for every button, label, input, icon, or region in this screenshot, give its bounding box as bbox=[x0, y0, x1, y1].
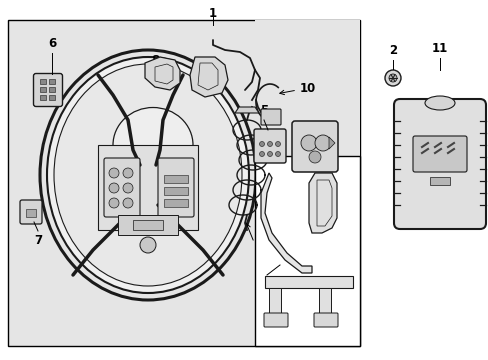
Circle shape bbox=[384, 70, 400, 86]
Text: 8: 8 bbox=[147, 54, 159, 72]
Bar bbox=[163, 175, 187, 183]
Polygon shape bbox=[308, 173, 336, 233]
FancyBboxPatch shape bbox=[393, 99, 485, 229]
Bar bbox=[318, 288, 330, 316]
FancyBboxPatch shape bbox=[264, 313, 287, 327]
Circle shape bbox=[314, 135, 330, 151]
Circle shape bbox=[259, 152, 264, 157]
FancyBboxPatch shape bbox=[34, 73, 62, 107]
Polygon shape bbox=[261, 173, 311, 273]
Bar bbox=[133, 220, 163, 230]
Bar bbox=[40, 87, 46, 92]
Circle shape bbox=[123, 183, 133, 193]
Bar bbox=[40, 79, 46, 84]
Circle shape bbox=[267, 141, 272, 147]
Text: 2: 2 bbox=[388, 44, 396, 57]
Text: 9: 9 bbox=[254, 269, 263, 282]
FancyBboxPatch shape bbox=[313, 313, 337, 327]
Circle shape bbox=[275, 141, 280, 147]
FancyBboxPatch shape bbox=[158, 158, 194, 217]
Text: 4: 4 bbox=[298, 135, 324, 149]
Text: 11: 11 bbox=[431, 42, 447, 55]
Bar bbox=[429, 177, 449, 185]
Circle shape bbox=[308, 151, 320, 163]
FancyBboxPatch shape bbox=[412, 136, 466, 172]
Polygon shape bbox=[235, 107, 259, 113]
Text: 7: 7 bbox=[34, 234, 42, 247]
Bar bbox=[163, 187, 187, 195]
FancyBboxPatch shape bbox=[253, 129, 285, 163]
Polygon shape bbox=[145, 57, 180, 90]
Ellipse shape bbox=[113, 108, 193, 183]
Bar bbox=[98, 145, 198, 230]
Circle shape bbox=[275, 152, 280, 157]
Bar bbox=[118, 215, 178, 235]
Bar bbox=[254, 156, 359, 346]
Circle shape bbox=[109, 183, 119, 193]
Bar bbox=[26, 209, 36, 217]
FancyBboxPatch shape bbox=[20, 200, 42, 224]
FancyBboxPatch shape bbox=[104, 158, 140, 217]
Circle shape bbox=[109, 198, 119, 208]
Polygon shape bbox=[328, 137, 334, 149]
Circle shape bbox=[123, 168, 133, 178]
FancyBboxPatch shape bbox=[291, 121, 337, 172]
Text: 10: 10 bbox=[279, 81, 315, 95]
Circle shape bbox=[123, 198, 133, 208]
Bar bbox=[8, 20, 359, 346]
Bar bbox=[49, 95, 55, 100]
Circle shape bbox=[259, 141, 264, 147]
Bar bbox=[268, 288, 281, 316]
Bar bbox=[49, 79, 55, 84]
Bar bbox=[40, 95, 46, 100]
Circle shape bbox=[109, 168, 119, 178]
Text: 6: 6 bbox=[48, 37, 56, 50]
Circle shape bbox=[267, 152, 272, 157]
Ellipse shape bbox=[47, 57, 248, 293]
Ellipse shape bbox=[54, 64, 242, 286]
Bar bbox=[254, 20, 359, 346]
Text: 3: 3 bbox=[245, 224, 262, 258]
Bar bbox=[49, 87, 55, 92]
Circle shape bbox=[388, 74, 396, 82]
FancyBboxPatch shape bbox=[261, 109, 281, 125]
Bar bbox=[264, 276, 352, 288]
Text: 5: 5 bbox=[259, 104, 267, 117]
Circle shape bbox=[301, 135, 316, 151]
Text: 1: 1 bbox=[208, 7, 217, 20]
Polygon shape bbox=[190, 57, 227, 97]
Circle shape bbox=[140, 237, 156, 253]
Ellipse shape bbox=[424, 96, 454, 110]
Bar bbox=[163, 199, 187, 207]
